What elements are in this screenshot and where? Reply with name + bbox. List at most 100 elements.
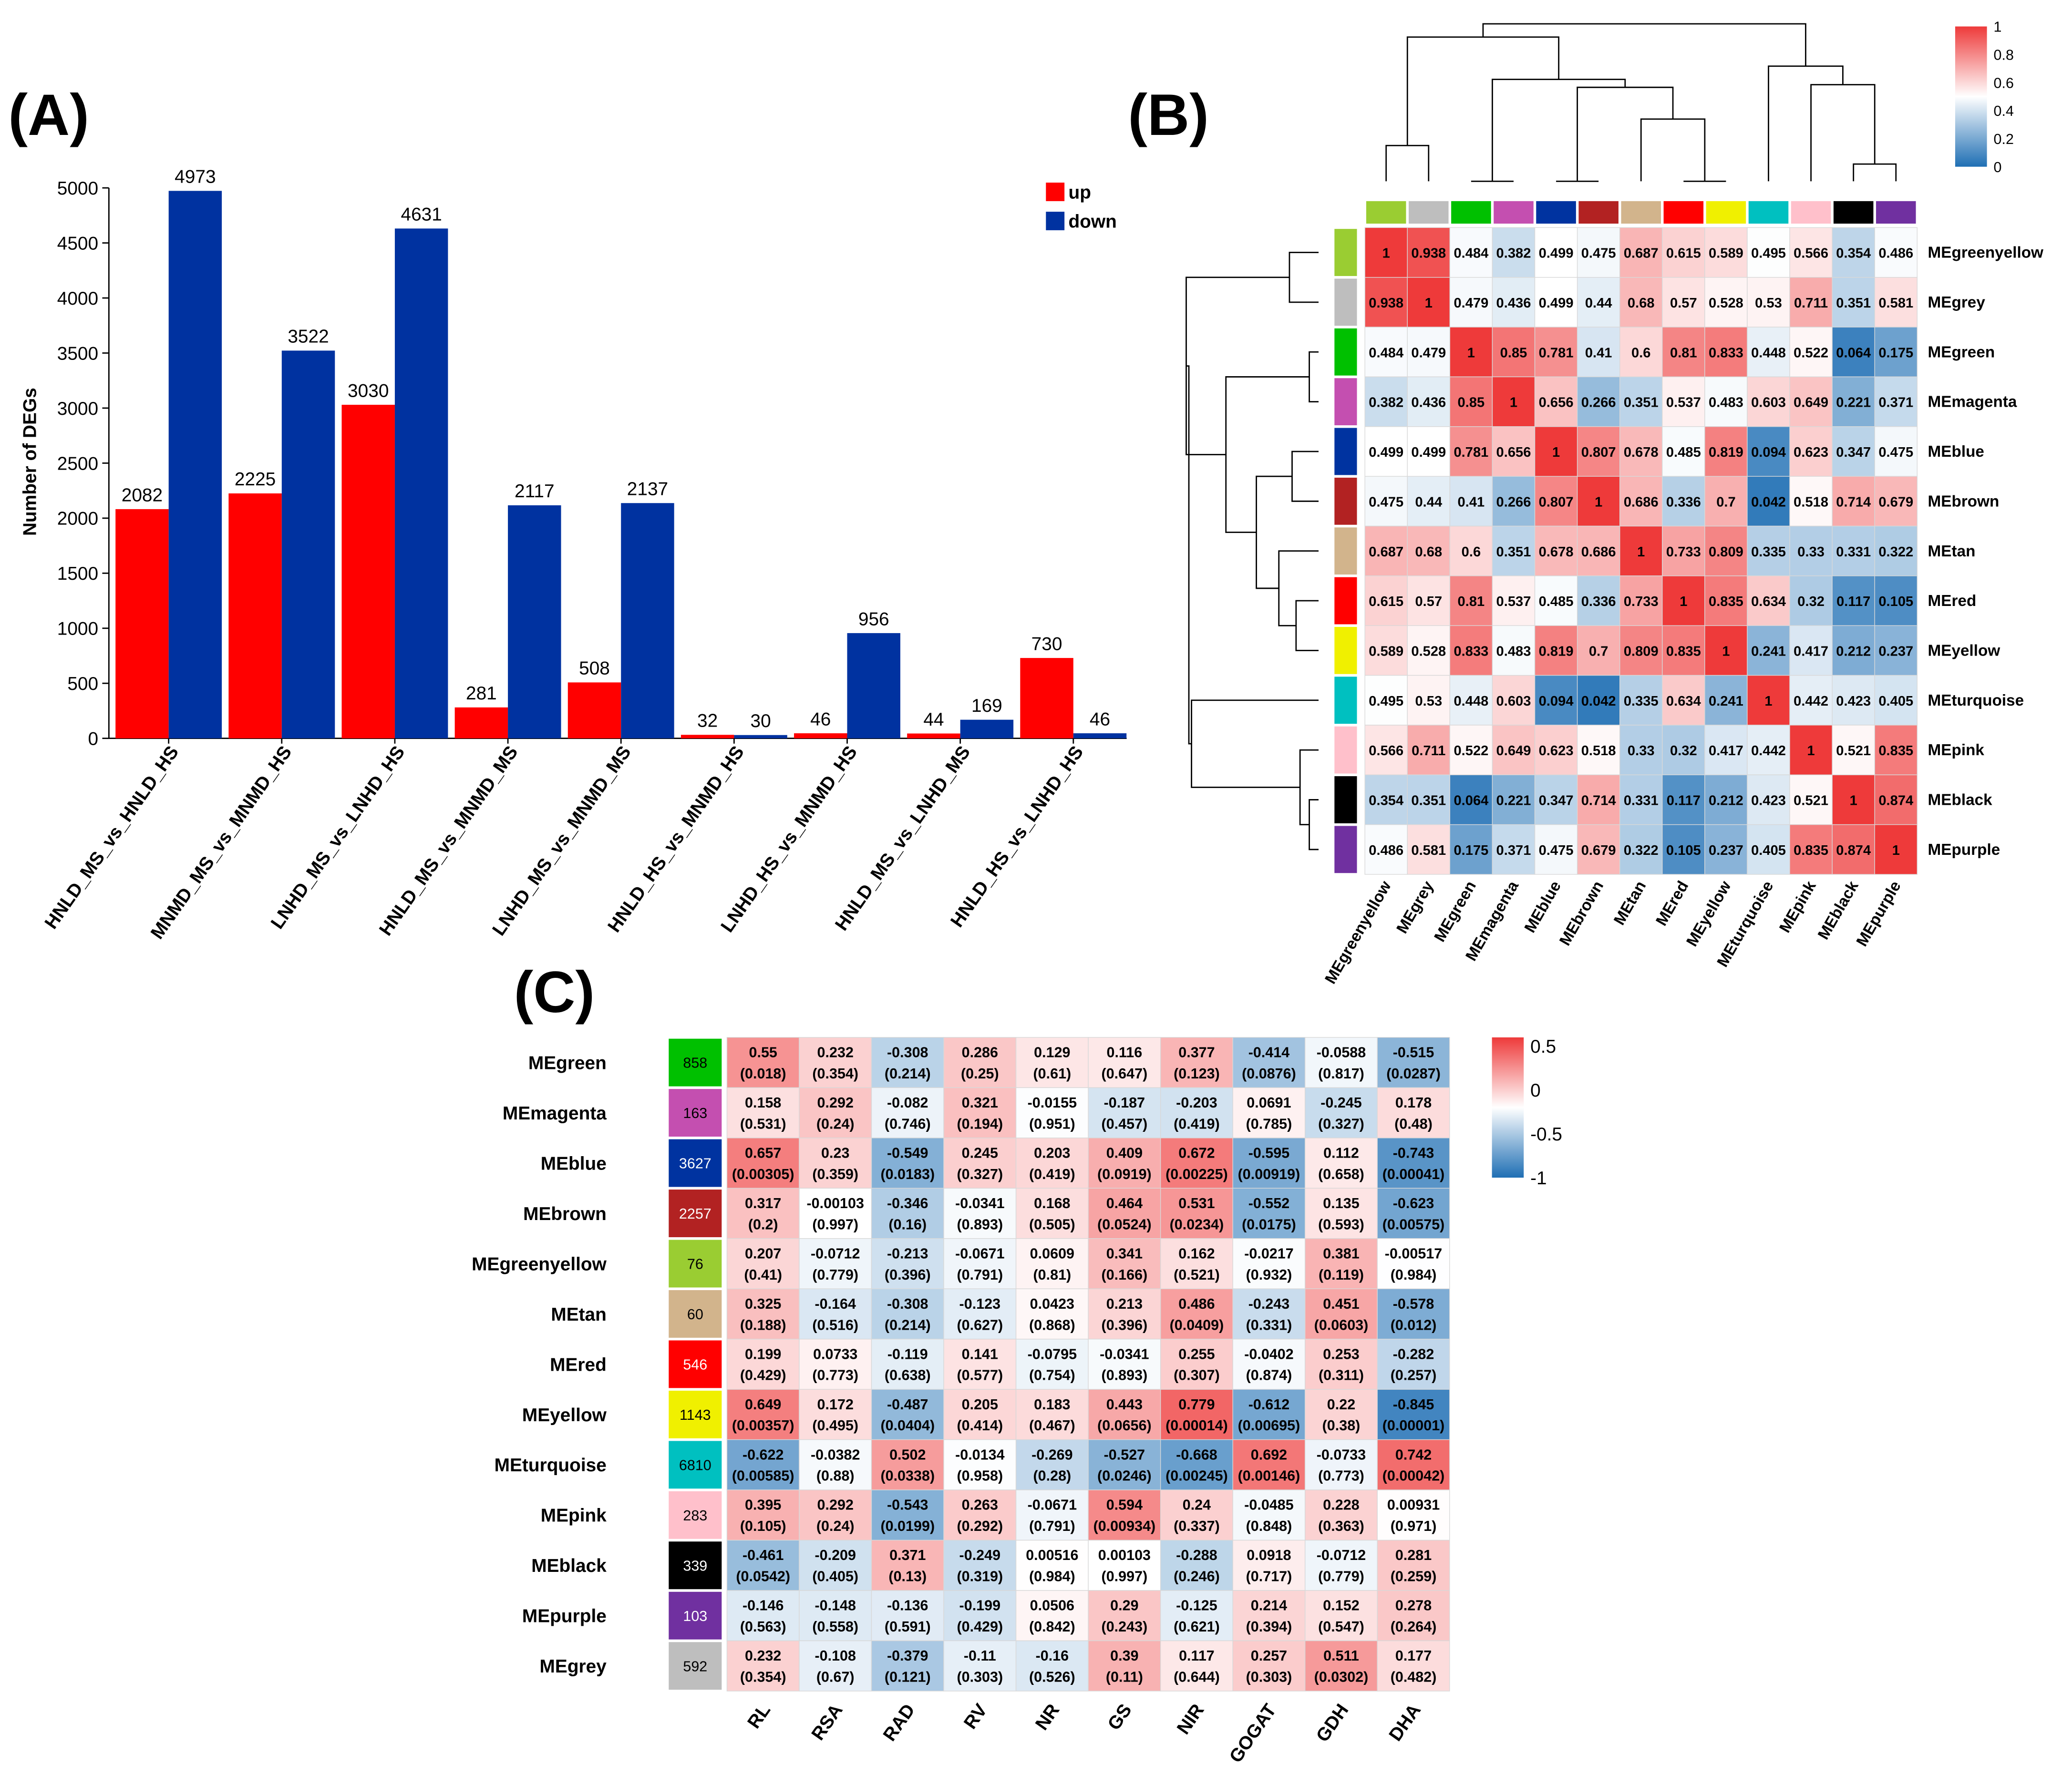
heatmap-cell xyxy=(1874,525,1918,576)
cell-pvalue: (0.307) xyxy=(1174,1367,1220,1384)
heatmap-cell xyxy=(1377,1037,1450,1088)
cell-pvalue: (0.621) xyxy=(1174,1619,1220,1635)
cell-correlation: 0.292 xyxy=(817,1497,854,1513)
cell-pvalue: (0.868) xyxy=(1029,1317,1075,1333)
heatmap-cell xyxy=(726,1389,800,1440)
cell-correlation: -0.379 xyxy=(887,1648,928,1664)
cell-pvalue: (0.359) xyxy=(812,1166,858,1182)
cell-pvalue: (0.0287) xyxy=(1386,1066,1441,1082)
heatmap-cell xyxy=(799,1439,872,1490)
bar-down xyxy=(621,503,674,739)
cell-correlation: -0.123 xyxy=(959,1296,1001,1312)
cell-value: 0.371 xyxy=(1496,843,1531,858)
heatmap-cell xyxy=(1305,1339,1378,1390)
module-gene-count: 2257 xyxy=(679,1206,711,1222)
cell-correlation: 0.409 xyxy=(1106,1145,1143,1161)
panel-label-a: (A) xyxy=(8,82,89,147)
cell-pvalue: (0.363) xyxy=(1318,1518,1364,1534)
cell-value: 0.649 xyxy=(1496,743,1531,759)
cell-pvalue: (0.558) xyxy=(812,1619,858,1635)
module-color-cell xyxy=(669,1441,722,1489)
cell-correlation: -0.0671 xyxy=(1028,1497,1077,1513)
cell-correlation: 0.135 xyxy=(1323,1195,1359,1211)
cell-pvalue: (0.331) xyxy=(1246,1317,1292,1333)
heatmap-cell xyxy=(1704,625,1748,676)
cell-correlation: 0.742 xyxy=(1395,1446,1432,1463)
heatmap-cell xyxy=(1492,476,1536,527)
heatmap-cell xyxy=(1577,426,1620,477)
cell-correlation: -0.203 xyxy=(1176,1095,1217,1111)
y-axis-label: Number of DEGs xyxy=(20,388,41,536)
module-color-left xyxy=(1334,328,1357,376)
module-color-cell xyxy=(669,1190,722,1237)
cell-correlation: -0.269 xyxy=(1031,1446,1073,1463)
bar-value-label: 281 xyxy=(466,683,497,704)
cell-correlation: 0.371 xyxy=(889,1547,926,1563)
colorbar: 0.5 0 -0.5 -1 xyxy=(1492,1036,1562,1189)
cell-pvalue: (0.166) xyxy=(1102,1267,1148,1283)
bar-down xyxy=(394,228,448,739)
cell-pvalue: (0.303) xyxy=(957,1669,1003,1685)
cell-value: 0.615 xyxy=(1369,594,1403,609)
heatmap-cell xyxy=(943,1489,1017,1541)
cell-pvalue: (0.521) xyxy=(1174,1267,1220,1283)
cell-pvalue: (0.24) xyxy=(816,1518,855,1534)
cell-correlation: 0.214 xyxy=(1251,1598,1287,1614)
heatmap-cell xyxy=(1305,1590,1378,1641)
cell-value: 0.44 xyxy=(1585,296,1612,311)
cell-value: 0.417 xyxy=(1709,743,1743,759)
bar-value-label: 3030 xyxy=(348,380,389,401)
legend-swatch-down xyxy=(1046,212,1065,230)
module-color-left xyxy=(1334,229,1357,276)
cell-correlation: -0.119 xyxy=(887,1346,928,1362)
column-dendrogram xyxy=(1385,23,1897,182)
cell-pvalue: (0.658) xyxy=(1318,1166,1364,1182)
cell-pvalue: (0.419) xyxy=(1029,1166,1075,1182)
heatmap-cell xyxy=(1747,774,1790,825)
heatmap-cell xyxy=(1492,625,1536,676)
heatmap-cell xyxy=(1874,824,1918,875)
heatmap-cell xyxy=(1305,1389,1378,1440)
cell-value: 1 xyxy=(1552,445,1560,460)
module-color-cell xyxy=(669,1591,722,1640)
module-color-left xyxy=(1334,776,1357,823)
module-gene-count: 163 xyxy=(683,1105,707,1121)
heatmap-cell xyxy=(1160,1640,1233,1692)
module-color-cell xyxy=(669,1390,722,1438)
row-label: MEgrey xyxy=(1928,294,1986,311)
cell-pvalue: (0.414) xyxy=(957,1417,1003,1434)
cell-value: 0.53 xyxy=(1755,296,1782,311)
cell-pvalue: (0.00014) xyxy=(1165,1417,1228,1434)
cell-correlation: 0.00516 xyxy=(1026,1547,1078,1563)
heatmap-cell xyxy=(799,1489,872,1541)
module-gene-count: 592 xyxy=(683,1658,707,1674)
cell-correlation: 0.177 xyxy=(1395,1648,1432,1664)
cell-correlation: 0.292 xyxy=(817,1095,854,1111)
colorbar-tick: -0.5 xyxy=(1530,1124,1562,1145)
legend-label: up xyxy=(1068,182,1091,203)
row-label: MEred xyxy=(550,1354,607,1375)
cell-value: 0.44 xyxy=(1415,494,1442,510)
heatmap-cell xyxy=(943,1037,1017,1088)
cell-value: 1 xyxy=(1807,743,1815,759)
heatmap-cell xyxy=(1577,327,1620,378)
heatmap-cell xyxy=(1832,575,1875,626)
cell-correlation: -0.0134 xyxy=(955,1446,1005,1463)
cell-value: 0.347 xyxy=(1836,445,1871,460)
heatmap-cell xyxy=(1577,277,1620,328)
cell-pvalue: (0.754) xyxy=(1029,1367,1075,1384)
heatmap-cell xyxy=(1874,426,1918,477)
heatmap-cell xyxy=(1747,725,1790,775)
cell-value: 0.495 xyxy=(1751,246,1786,261)
cell-value: 0.781 xyxy=(1539,345,1574,360)
cell-correlation: 0.325 xyxy=(745,1296,781,1312)
colorbar-tick: 0.4 xyxy=(1993,103,2013,119)
cell-correlation: -0.0712 xyxy=(1317,1547,1366,1563)
cell-value: 0.475 xyxy=(1581,246,1616,261)
cell-pvalue: (0.13) xyxy=(888,1569,927,1585)
row-label: MEpink xyxy=(541,1506,607,1526)
module-color-cell xyxy=(669,1038,722,1087)
cell-value: 0.57 xyxy=(1670,296,1697,311)
cell-correlation: 0.377 xyxy=(1178,1045,1215,1061)
cell-pvalue: (0.00934) xyxy=(1093,1518,1156,1534)
